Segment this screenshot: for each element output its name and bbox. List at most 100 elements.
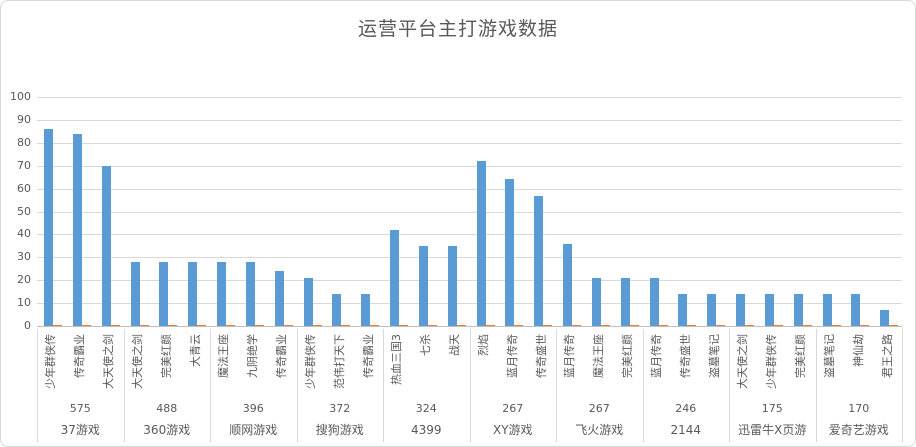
secondary-bar (254, 324, 264, 326)
group-separator-line (556, 329, 557, 442)
secondary-bar (312, 324, 322, 326)
bar (764, 293, 774, 326)
category-label: 七杀 (419, 334, 433, 356)
category-label: 完美红颜 (159, 334, 173, 378)
secondary-bar (456, 324, 466, 326)
category-label: 传奇霸业 (361, 334, 375, 378)
bar (274, 271, 284, 326)
y-axis-tick-label: 100 (10, 90, 31, 103)
group-separator-line (37, 329, 38, 442)
bar (793, 293, 803, 326)
group-total-label: 396 (242, 402, 264, 415)
bar (563, 243, 572, 326)
category-label: 完美红颜 (794, 334, 808, 378)
secondary-bar (485, 324, 495, 326)
category-label: 盗墓笔记 (707, 334, 721, 378)
group-separator-line (383, 329, 384, 442)
bar (245, 261, 255, 326)
bar (130, 261, 140, 326)
bar (44, 129, 53, 326)
secondary-bar (745, 324, 754, 326)
category-label: 传奇盛世 (678, 334, 692, 378)
y-axis-tick-label: 60 (17, 181, 31, 195)
group-separator-line (642, 329, 644, 442)
chart-title: 运营平台主打游戏数据 (357, 18, 558, 40)
secondary-bar (399, 324, 408, 326)
group-total-label: 575 (69, 402, 91, 415)
category-label: 大天使之剑 (736, 334, 750, 389)
platform-label: 爱奇艺游戏 (828, 423, 889, 437)
bar (101, 165, 111, 326)
bar (822, 293, 832, 326)
y-axis-tick-label: 30 (17, 250, 31, 264)
gridline (37, 97, 902, 98)
category-label: 大青云 (188, 334, 202, 367)
category-label: 大天使之剑 (130, 334, 144, 389)
category-label: 蓝月传奇 (563, 334, 577, 378)
category-label: 少年群侠传 (44, 334, 58, 389)
category-label: 完美红颜 (621, 334, 635, 378)
platform-label: 搜狗游戏 (315, 423, 364, 437)
category-label: 九阴绝学 (246, 334, 260, 378)
group-total-label: 246 (675, 402, 697, 415)
secondary-bar (572, 324, 581, 326)
category-label: 范伟打天下 (332, 334, 346, 389)
y-axis-tick-label: 70 (17, 158, 31, 172)
bar (418, 245, 428, 326)
gridline (37, 257, 902, 259)
gridline (37, 142, 902, 144)
group-total-label: 267 (502, 402, 524, 415)
bar (361, 293, 371, 326)
y-axis-tick-label: 80 (17, 135, 31, 149)
bar (505, 179, 515, 326)
platform-label: 360游戏 (143, 423, 191, 437)
bar (880, 310, 890, 326)
bar (851, 293, 861, 326)
category-label: 魔法王座 (592, 334, 606, 378)
gridline (37, 280, 902, 282)
secondary-bar (600, 324, 610, 326)
secondary-bar (716, 324, 726, 326)
bar (188, 261, 198, 326)
gridline (37, 303, 902, 305)
category-label: 少年群侠传 (303, 334, 317, 389)
category-label: 传奇霸业 (275, 334, 289, 378)
bar (303, 277, 313, 326)
secondary-bar (773, 324, 783, 326)
bar (649, 277, 659, 326)
secondary-bar (514, 324, 524, 326)
bar (390, 229, 399, 326)
category-label: 热血三国3 (390, 334, 404, 385)
secondary-bar (197, 324, 207, 326)
secondary-bar (802, 324, 812, 326)
platform-label: 4399 (410, 423, 442, 437)
group-total-label: 372 (329, 402, 351, 415)
bar (678, 293, 688, 326)
category-label: 蓝月传奇 (505, 334, 519, 378)
secondary-bar (110, 324, 120, 326)
x-axis-line (37, 326, 902, 327)
y-axis-tick-label: 90 (17, 112, 31, 126)
category-label: 魔法王座 (217, 334, 231, 378)
bar (736, 293, 745, 326)
bar (72, 133, 82, 326)
y-axis-tick-label: 20 (17, 273, 31, 287)
secondary-bar (658, 324, 668, 326)
y-axis-tick-label: 10 (17, 296, 31, 310)
category-label: 少年群侠传 (765, 334, 779, 389)
y-axis-tick-label: 0 (24, 319, 31, 332)
secondary-bar (370, 324, 380, 326)
bar (332, 293, 342, 326)
platform-label: 迅雷牛X页游 (738, 423, 807, 437)
bar (447, 245, 457, 326)
group-separator-line (729, 329, 730, 442)
gridline (37, 165, 902, 167)
platform-label: 37游戏 (60, 423, 100, 437)
secondary-bar (831, 324, 841, 326)
secondary-bar (860, 324, 870, 326)
gridline (37, 211, 902, 213)
secondary-bar (427, 324, 437, 326)
secondary-bar (226, 324, 235, 326)
platform-label: 飞火游戏 (575, 423, 624, 437)
